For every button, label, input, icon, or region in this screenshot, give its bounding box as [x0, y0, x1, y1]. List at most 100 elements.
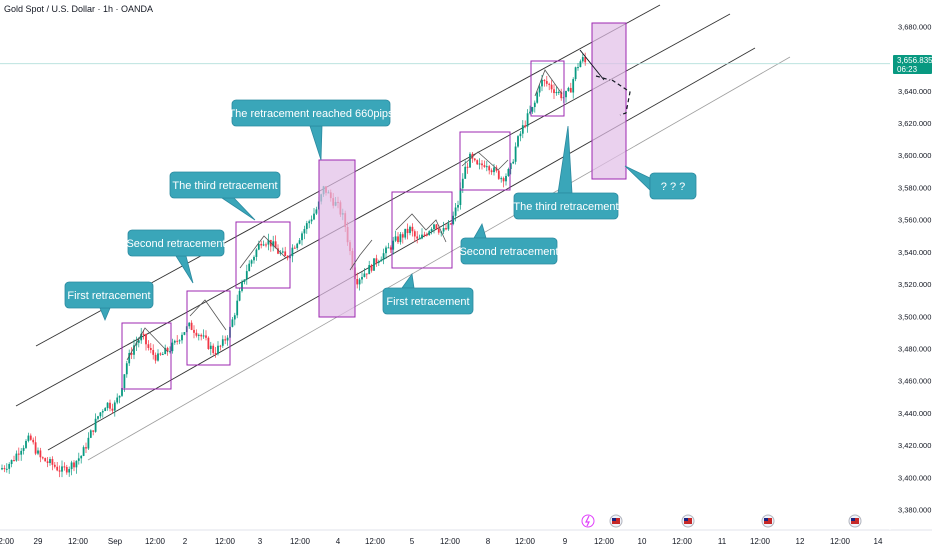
candle[interactable]	[1, 464, 3, 471]
candle[interactable]	[142, 329, 145, 340]
candle[interactable]	[41, 456, 44, 460]
candle[interactable]	[243, 279, 246, 285]
candle[interactable]	[89, 429, 92, 439]
candle[interactable]	[473, 157, 476, 162]
candle[interactable]	[380, 256, 383, 262]
candle[interactable]	[560, 88, 563, 101]
candle[interactable]	[433, 223, 435, 234]
candle[interactable]	[44, 457, 47, 462]
candle[interactable]	[125, 360, 128, 378]
candle[interactable]	[536, 90, 539, 104]
candle[interactable]	[385, 245, 387, 259]
candle[interactable]	[274, 235, 277, 249]
candle[interactable]	[442, 221, 445, 235]
candle[interactable]	[205, 330, 207, 341]
candle[interactable]	[190, 320, 193, 331]
candle[interactable]	[46, 456, 49, 468]
candle[interactable]	[173, 339, 176, 345]
candle[interactable]	[245, 264, 248, 285]
candle[interactable]	[553, 84, 555, 100]
candle[interactable]	[61, 460, 63, 478]
candle[interactable]	[399, 232, 402, 245]
candle[interactable]	[397, 232, 399, 245]
candle[interactable]	[404, 228, 407, 240]
candle[interactable]	[214, 347, 217, 358]
us-flag-event-icon[interactable]	[609, 514, 623, 528]
candle[interactable]	[392, 236, 395, 255]
candle[interactable]	[116, 393, 119, 405]
annotation-second-retracement-right[interactable]: Second retracement	[459, 222, 559, 265]
retracement-box[interactable]	[391, 191, 453, 269]
candle[interactable]	[447, 220, 450, 231]
candle[interactable]	[22, 445, 25, 455]
candle[interactable]	[286, 255, 289, 261]
candle[interactable]	[39, 447, 42, 463]
candle[interactable]	[406, 223, 409, 240]
candle[interactable]	[509, 162, 512, 175]
candle[interactable]	[5, 463, 8, 473]
projection-arrow-dashed-1[interactable]	[595, 75, 611, 81]
channel-line[interactable]	[87, 56, 791, 461]
candle[interactable]	[58, 465, 61, 478]
candle[interactable]	[471, 151, 474, 163]
candle[interactable]	[145, 333, 147, 351]
candle[interactable]	[557, 90, 560, 95]
candle[interactable]	[260, 240, 263, 249]
candle[interactable]	[92, 430, 95, 436]
zigzag-line[interactable]	[189, 299, 227, 331]
zigzag-line[interactable]	[461, 151, 509, 171]
candle[interactable]	[454, 202, 457, 222]
candle[interactable]	[277, 244, 279, 255]
candle[interactable]	[375, 254, 378, 267]
candle[interactable]	[183, 331, 186, 336]
candle[interactable]	[301, 231, 303, 246]
annotation-first-retracement-left[interactable]: First retracement	[64, 281, 154, 322]
candle[interactable]	[416, 231, 419, 244]
candle[interactable]	[82, 445, 85, 457]
candle[interactable]	[267, 233, 270, 251]
candle[interactable]	[529, 105, 531, 115]
candle[interactable]	[231, 316, 234, 328]
channel-line[interactable]	[47, 47, 756, 451]
candle[interactable]	[97, 415, 99, 421]
candle[interactable]	[17, 447, 20, 461]
candle[interactable]	[533, 100, 536, 113]
candle[interactable]	[236, 294, 239, 319]
candle[interactable]	[565, 90, 567, 103]
candle[interactable]	[413, 229, 416, 242]
candle[interactable]	[37, 447, 39, 456]
zigzag-line[interactable]	[349, 239, 373, 271]
candle[interactable]	[435, 223, 438, 230]
candle[interactable]	[248, 260, 251, 272]
candle[interactable]	[291, 244, 294, 263]
candle[interactable]	[241, 279, 243, 293]
candle[interactable]	[20, 448, 23, 461]
candle[interactable]	[310, 215, 313, 225]
candle[interactable]	[29, 433, 32, 441]
candle[interactable]	[377, 259, 380, 266]
candle[interactable]	[94, 413, 97, 433]
retracement-boxes[interactable]	[121, 22, 627, 390]
candle[interactable]	[209, 341, 212, 356]
candle[interactable]	[368, 260, 371, 275]
candle[interactable]	[281, 247, 284, 254]
candle[interactable]	[8, 462, 11, 474]
time-axis[interactable]: 12:00 29 12:00 Sep 12:00 2 12:00 3 12:00 4 12:00 5 1…	[0, 537, 883, 546]
candle[interactable]	[488, 164, 491, 175]
candle[interactable]	[469, 152, 471, 168]
candle[interactable]	[418, 234, 421, 240]
candle[interactable]	[387, 242, 390, 249]
candle[interactable]	[543, 79, 546, 87]
candle[interactable]	[303, 225, 306, 240]
candle[interactable]	[226, 335, 229, 346]
lightning-event-icon[interactable]	[581, 514, 595, 528]
candle[interactable]	[109, 399, 111, 412]
candle[interactable]	[272, 235, 275, 252]
candle[interactable]	[497, 169, 500, 181]
zigzag-line[interactable]	[239, 235, 287, 269]
candle[interactable]	[389, 245, 392, 253]
candle[interactable]	[65, 464, 68, 475]
candle[interactable]	[32, 437, 35, 445]
candle[interactable]	[113, 400, 116, 417]
candle[interactable]	[569, 82, 572, 93]
